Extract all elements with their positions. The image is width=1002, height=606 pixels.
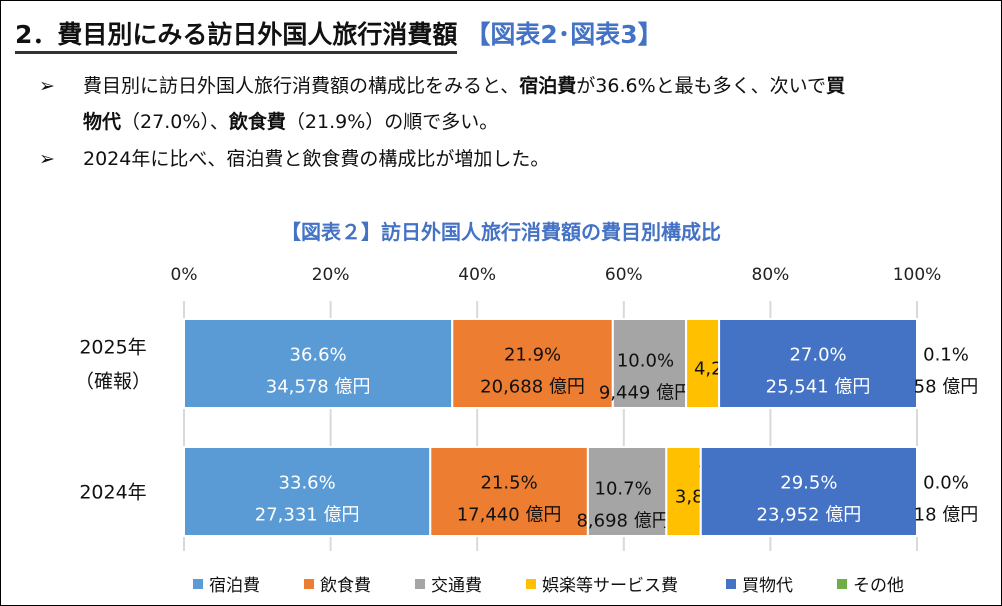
percent-label: 10.0% (617, 351, 674, 372)
bullet-bold: 物代 (83, 111, 122, 133)
bar-segment (916, 318, 919, 409)
arrow-right-icon: ➢ (39, 148, 55, 170)
percent-label: 21.9% (504, 345, 561, 366)
percent-label: 33.6% (279, 473, 336, 494)
legend-swatch (526, 579, 536, 589)
bar-segment (183, 318, 454, 409)
bullet-1-cont: 物代（27.0%）、飲食費（21.9%）の順で多い。 (83, 107, 498, 134)
legend-swatch (193, 579, 203, 589)
amount-label: 25,541 億円 (766, 377, 871, 398)
x-tick-label: 0% (171, 265, 198, 285)
amount-label: 34,578 億円 (266, 377, 371, 398)
legend-swatch (415, 579, 425, 589)
amount-label: 58 億円 (914, 377, 979, 398)
bar-segment (665, 446, 702, 537)
bar-segment (718, 318, 919, 409)
legend-label: 飲食費 (320, 576, 371, 596)
percent-label: 0.1% (923, 345, 969, 366)
bullet-bold: 買 (826, 75, 846, 97)
legend-label: 交通費 (431, 576, 482, 596)
legend-label: 買物代 (742, 576, 793, 596)
bullet-text: （21.9%）の順で多い。 (285, 111, 499, 133)
arrow-right-icon: ➢ (39, 75, 55, 97)
category-label: 2025年 (79, 337, 146, 359)
bullet-2: ➢ 2024年に比べ、宿泊費と飲食費の構成比が増加した。 (39, 144, 549, 171)
x-tick-label: 20% (312, 265, 350, 285)
chart-title: 【図表２】訪日外国人旅行消費額の費目別構成比 (281, 220, 721, 244)
bullet-text: 2024年に比べ、宿泊費と飲食費の構成比が増加した。 (83, 148, 550, 170)
legend-swatch (726, 579, 736, 589)
percent-label: 10.7% (595, 479, 652, 500)
amount-label: 20,688 億円 (480, 377, 585, 398)
amount-label: 17,440 億円 (457, 505, 562, 526)
bullet-bold: 宿泊費 (519, 75, 577, 97)
legend-label: その他 (853, 576, 904, 596)
x-tick-label: 40% (458, 265, 496, 285)
section-title: 2．費目別にみる訪日外国人旅行消費額 【図表2･図表3】 (15, 15, 663, 54)
figure-reference: 【図表2･図表3】 (465, 20, 663, 49)
amount-label: 9,449 億円 (599, 383, 692, 404)
title-text: 2．費目別にみる訪日外国人旅行消費額 (15, 20, 458, 54)
category-label: （確報） (75, 371, 151, 393)
bullet-text: 費目別に訪日外国人旅行消費額の構成比をみると、 (83, 75, 520, 97)
x-tick-label: 100% (893, 265, 942, 285)
bar-segment (611, 318, 688, 409)
bar-segment (451, 318, 614, 409)
bar-segment (183, 446, 432, 537)
percent-label: 36.6% (290, 345, 347, 366)
legend-swatch (837, 579, 847, 589)
x-tick-label: 80% (752, 265, 790, 285)
bullet-text: （27.0%）、 (121, 111, 229, 133)
percent-label: 29.5% (780, 473, 837, 494)
percent-label: 0.0% (923, 473, 969, 494)
amount-label: 27,331 億円 (255, 505, 360, 526)
bullet-1: ➢ 費目別に訪日外国人旅行消費額の構成比をみると、宿泊費が36.6%と最も多く、次… (39, 71, 845, 98)
legend-swatch (304, 579, 314, 589)
percent-label: 27.0% (789, 345, 846, 366)
legend-label: 宿泊費 (209, 576, 260, 596)
amount-label: 8,698 億円 (576, 511, 669, 532)
percent-label: 21.5% (480, 473, 537, 494)
amount-label: 23,952 億円 (757, 505, 862, 526)
x-tick-label: 60% (605, 265, 643, 285)
bar-segment (699, 446, 919, 537)
amount-label: 18 億円 (914, 505, 979, 526)
legend-label: 娯楽等サービス費 (542, 576, 678, 596)
bullet-text: が36.6%と最も多く、次いで (576, 75, 827, 97)
category-label: 2024年 (79, 482, 146, 504)
bullet-bold: 飲食費 (228, 111, 286, 133)
bar-segment (586, 446, 668, 537)
